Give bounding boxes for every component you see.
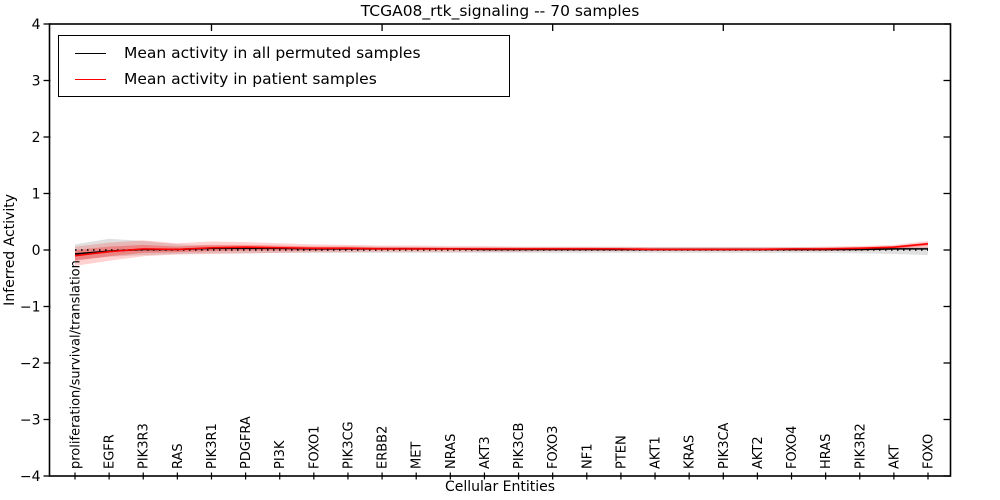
x-tick-label: AKT2 [751, 436, 766, 469]
x-tick-label: PDGFRA [239, 416, 254, 469]
x-axis-title: Cellular Entities [444, 479, 556, 495]
y-tick-label: −2 [20, 356, 41, 372]
x-tick-label: RAS [171, 443, 186, 469]
legend: Mean activity in all permuted samples Me… [58, 35, 510, 97]
y-tick-label: −4 [20, 469, 41, 485]
legend-label: Mean activity in patient samples [124, 70, 377, 88]
patient-mean-line [74, 242, 929, 257]
x-tick-label: FOXO [922, 434, 937, 469]
permuted-line-swatch [75, 52, 106, 54]
y-tick-label: 4 [32, 17, 41, 33]
x-tick-label: PTEN [614, 435, 629, 469]
x-tick-label: AKT [887, 445, 902, 469]
chart-title: TCGA08_rtk_signaling -- 70 samples [360, 2, 640, 20]
y-tick-label: 1 [32, 187, 41, 203]
x-tick-label: HRAS [819, 434, 834, 469]
x-tick-label: AKT3 [478, 436, 493, 469]
y-tick-label: −3 [20, 413, 41, 429]
x-tick-label: AKT1 [649, 436, 664, 469]
x-tick-label: PIK3R1 [205, 423, 220, 469]
x-tick-label: FOXO4 [785, 426, 800, 469]
y-axis-title-wrap: Inferred Activity [2, 0, 18, 500]
patient-line-swatch [75, 78, 106, 80]
x-tick-label: PIK3CB [512, 423, 527, 469]
x-tick-label: NF1 [580, 444, 595, 469]
x-tick-label: proliferation/survival/translation [69, 260, 84, 469]
y-tick-label: 3 [32, 74, 41, 90]
legend-item-permuted: Mean activity in all permuted samples [59, 44, 509, 62]
x-tick-label: PIK3R3 [137, 423, 152, 469]
x-tick-label: KRAS [683, 435, 698, 469]
x-tick-label: PIK3CG [341, 421, 356, 469]
x-tick-label: MET [410, 442, 425, 469]
x-tick-label: NRAS [444, 434, 459, 469]
x-tick-label: PI3K [273, 440, 288, 469]
x-tick-label: FOXO1 [307, 426, 322, 469]
y-tick-label: 0 [32, 243, 41, 259]
legend-label: Mean activity in all permuted samples [124, 44, 421, 62]
patient-samples-outer-band [75, 240, 928, 266]
x-tick-label: EGFR [103, 434, 118, 469]
y-tick-label: −1 [20, 300, 41, 316]
x-tick-label: PIK3CA [717, 422, 732, 469]
y-tick-label: 2 [32, 130, 41, 146]
y-axis-title: Inferred Activity [2, 194, 18, 306]
x-tick-label: ERBB2 [376, 426, 391, 469]
x-tick-label: PIK3R2 [853, 423, 868, 469]
x-tick-label: FOXO3 [546, 426, 561, 469]
legend-item-patient: Mean activity in patient samples [59, 70, 509, 88]
